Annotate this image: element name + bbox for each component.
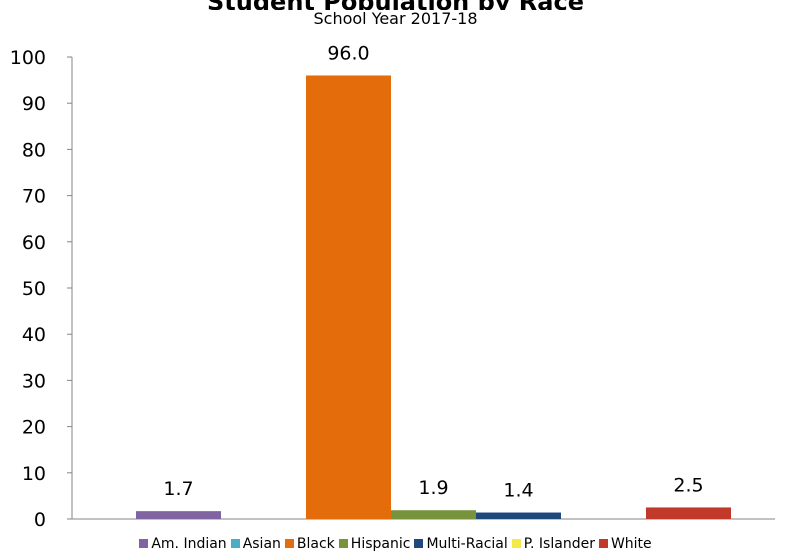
legend-item: Multi-Racial xyxy=(414,536,508,552)
y-tick-label: 100 xyxy=(10,47,46,69)
data-label: 2.5 xyxy=(673,474,703,496)
legend-item: Am. Indian xyxy=(139,536,227,552)
legend-label: Multi-Racial xyxy=(426,536,508,552)
y-tick-label: 10 xyxy=(22,463,46,485)
data-label: 1.9 xyxy=(418,477,448,499)
data-label: 96.0 xyxy=(327,42,369,64)
bar-am-indian xyxy=(136,511,221,519)
title-clip: Student Population by Race xyxy=(0,0,791,10)
bar-white xyxy=(646,507,731,519)
legend-label: P. Islander xyxy=(523,536,595,552)
data-label: 1.4 xyxy=(503,480,533,502)
y-tick-label: 0 xyxy=(34,509,46,531)
data-label: 1.7 xyxy=(163,478,193,500)
bar-multi-racial xyxy=(476,512,561,519)
legend-swatch xyxy=(511,539,521,548)
y-tick-label: 20 xyxy=(22,417,46,439)
legend-item: Asian xyxy=(230,536,281,552)
chart-title: Student Population by Race xyxy=(0,0,791,10)
legend-item: White xyxy=(598,536,652,552)
legend-label: Am. Indian xyxy=(151,536,227,552)
y-tick-label: 80 xyxy=(22,139,46,161)
legend-swatch xyxy=(338,539,348,548)
legend-label: Asian xyxy=(242,536,281,552)
bar-hispanic xyxy=(391,510,476,519)
legend-swatch xyxy=(230,539,240,548)
y-tick-label: 60 xyxy=(22,232,46,254)
chart-subtitle: School Year 2017-18 xyxy=(313,9,478,28)
y-tick-label: 40 xyxy=(22,324,46,346)
legend-label: Hispanic xyxy=(350,536,411,552)
legend-swatch xyxy=(284,539,294,548)
legend-item: Hispanic xyxy=(338,536,411,552)
y-tick-label: 70 xyxy=(22,186,46,208)
y-tick-label: 50 xyxy=(22,278,46,300)
legend-item: Black xyxy=(284,536,335,552)
bar-black xyxy=(306,75,391,519)
legend-swatch xyxy=(598,539,608,548)
legend-label: Black xyxy=(296,536,335,552)
legend-swatch xyxy=(139,539,149,548)
y-tick-label: 30 xyxy=(22,370,46,392)
chart-legend: Am. Indian Asian Black Hispanic Multi-Racial… xyxy=(0,536,791,552)
legend-swatch xyxy=(414,539,424,548)
legend-label: White xyxy=(610,536,652,552)
y-tick-label: 90 xyxy=(22,93,46,115)
legend-item: P. Islander xyxy=(511,536,595,552)
